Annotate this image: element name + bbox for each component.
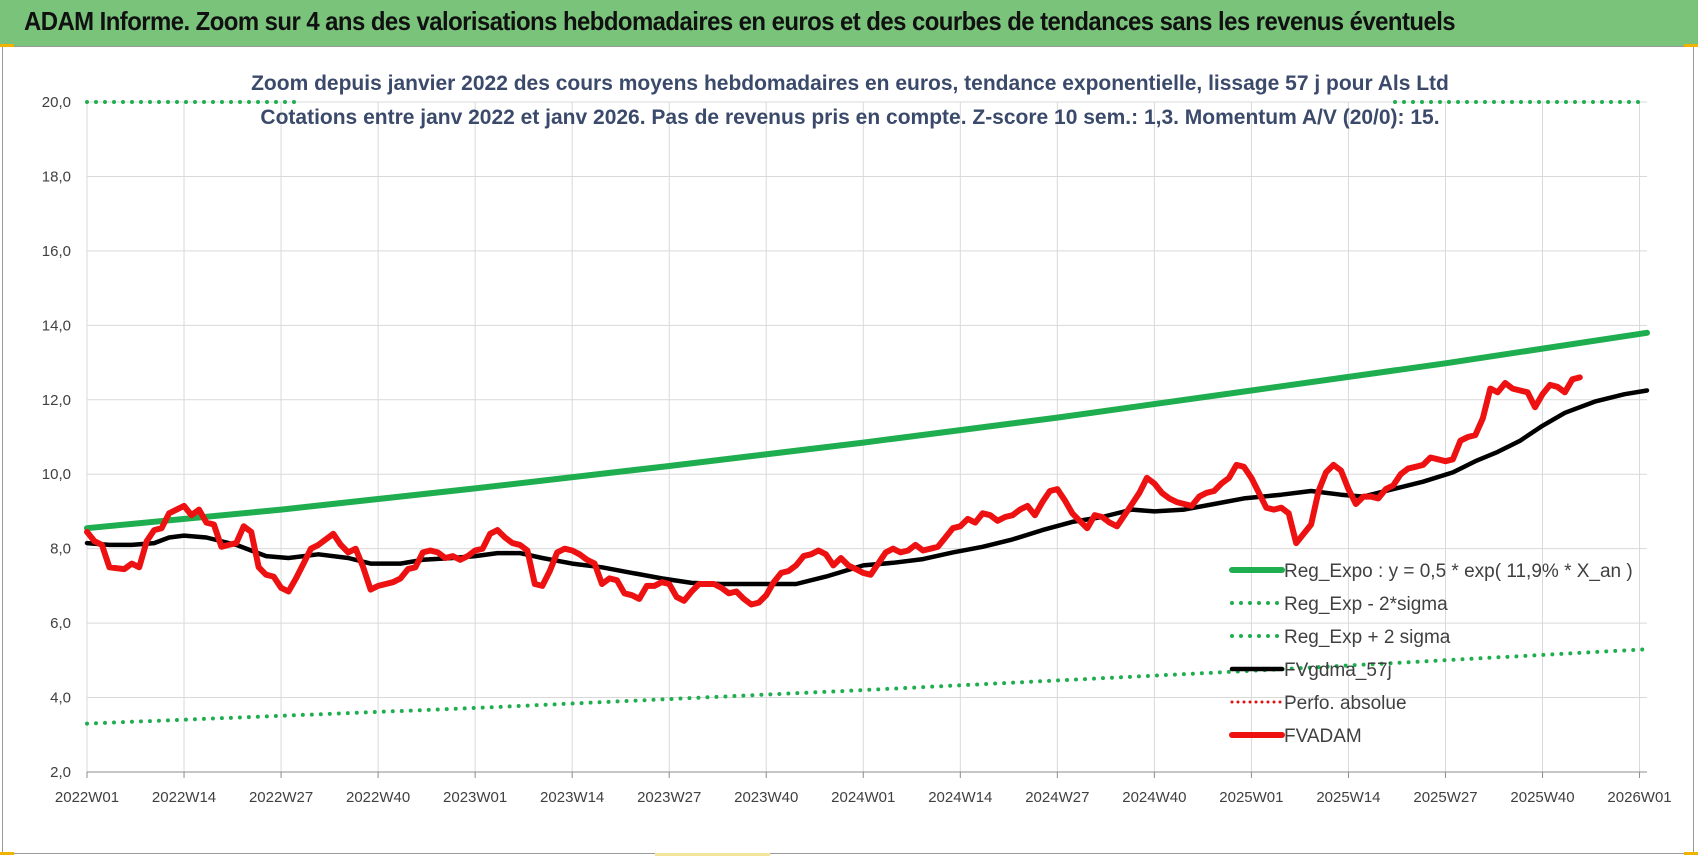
legend-label: FVADAM — [1284, 726, 1362, 747]
x-tick-label: 2025W27 — [1413, 789, 1477, 806]
x-tick-label: 2026W01 — [1607, 789, 1671, 806]
y-tick-label: 12,0 — [42, 392, 71, 409]
y-tick-label: 6,0 — [50, 615, 71, 632]
x-tick-label: 2025W40 — [1510, 789, 1574, 806]
series-line-reg-expo-y-0-5-exp-11-9-x-an — [84, 329, 1650, 532]
y-tick-label: 18,0 — [42, 168, 71, 185]
y-tick-label: 8,0 — [50, 541, 71, 558]
x-tick-label: 2022W01 — [55, 789, 119, 806]
chart-title: Zoom depuis janvier 2022 des cours moyen… — [251, 72, 1449, 95]
x-tick-label: 2025W14 — [1316, 789, 1380, 806]
chart-subtitle: Cotations entre janv 2022 et janv 2026. … — [260, 106, 1439, 129]
legend-label: Reg_Exp - 2*sigma — [1284, 594, 1448, 615]
y-tick-label: 14,0 — [42, 317, 71, 334]
legend-label: Reg_Expo : y = 0,5 * exp( 11,9% * X_an ) — [1284, 561, 1633, 582]
chart-frame — [2, 46, 1694, 854]
x-tick-label: 2025W01 — [1219, 789, 1283, 806]
x-tick-label: 2024W14 — [928, 789, 992, 806]
x-tick-label: 2022W14 — [152, 789, 216, 806]
x-tick-label: 2024W40 — [1122, 789, 1186, 806]
corner-accent-top-left — [0, 44, 14, 47]
corner-accent-bottom-right — [1684, 852, 1698, 855]
legend-label: Perfo. absolue — [1284, 693, 1407, 714]
y-tick-label: 2,0 — [50, 764, 71, 781]
y-tick-label: 10,0 — [42, 466, 71, 483]
series-line-fvgdma-57j — [84, 388, 1650, 587]
header-banner: ADAM Informe. Zoom sur 4 ans des valoris… — [0, 0, 1698, 47]
y-tick-label: 20,0 — [42, 94, 71, 111]
series-line-reg-exp-2-sigma — [85, 647, 1649, 726]
corner-accent-bottom-left — [0, 852, 14, 855]
x-tick-label: 2022W40 — [346, 789, 410, 806]
x-tick-label: 2023W40 — [734, 789, 798, 806]
legend-label: Reg_Exp + 2 sigma — [1284, 627, 1451, 648]
corner-accent-top-right — [1684, 44, 1698, 47]
x-tick-label: 2023W27 — [637, 789, 701, 806]
page-title: ADAM Informe. Zoom sur 4 ans des valoris… — [24, 6, 1456, 36]
y-tick-label: 4,0 — [50, 690, 71, 707]
legend-label: FVgdma_57j — [1284, 660, 1392, 681]
x-tick-label: 2024W01 — [831, 789, 895, 806]
y-tick-label: 16,0 — [42, 243, 71, 260]
x-tick-label: 2023W01 — [443, 789, 507, 806]
x-tick-label: 2023W14 — [540, 789, 604, 806]
bottom-highlight-strip — [655, 853, 770, 856]
series — [84, 100, 1650, 726]
grid — [86, 101, 1647, 773]
x-tick-label: 2022W27 — [249, 789, 313, 806]
axes: 2,0 4,0 6,0 8,0 10,0 12,0 14,0 16,0 18,0 20,0 2022… — [42, 94, 1672, 806]
legend: Reg_Expo : y = 0,5 * exp( 11,9% * X_an )… — [1229, 561, 1633, 747]
series-line-fvadam — [84, 374, 1583, 608]
x-tick-label: 2024W27 — [1025, 789, 1089, 806]
